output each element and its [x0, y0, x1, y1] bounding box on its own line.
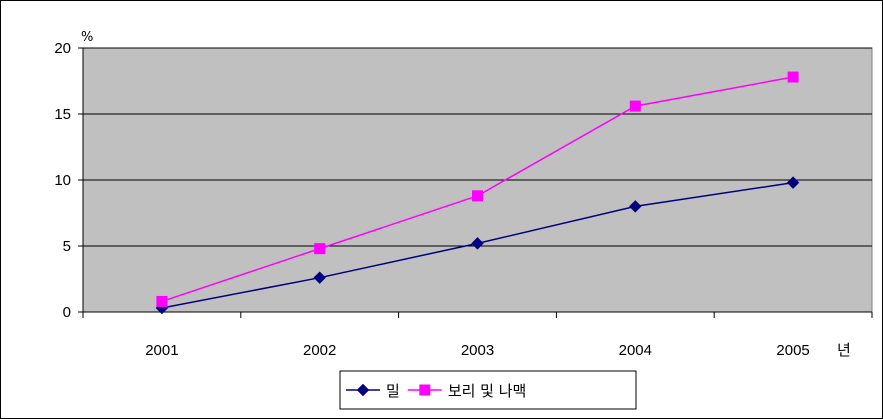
series-layer [155, 71, 800, 315]
legend-box [339, 370, 637, 410]
legend-label: 밀 [386, 382, 400, 400]
legend-diamond-marker [356, 383, 370, 397]
x-tick-label: 2002 [303, 342, 336, 359]
x-tick-label: 2001 [145, 342, 178, 359]
x-axis-ticks: 2001 2002 2003 2004 2005 [82, 312, 873, 359]
x-tick-label: 2005 [776, 342, 809, 359]
data-point-square [314, 243, 326, 255]
x-axis-unit-label: 년 [837, 342, 851, 359]
legend-item: 보리 및 나맥 [407, 382, 527, 400]
data-point-square [156, 295, 168, 307]
legend: 밀 보리 및 나맥 [339, 370, 637, 410]
data-point-diamond [629, 200, 642, 213]
legend-label: 보리 및 나맥 [448, 382, 527, 400]
y-tick-label: 10 [54, 172, 71, 189]
data-point-square [472, 190, 483, 202]
series-2 [156, 71, 799, 307]
y-axis-unit-label: % [81, 30, 93, 45]
y-tick-label: 5 [63, 238, 71, 255]
y-tick-label: 0 [63, 304, 71, 321]
legend-square-marker [419, 384, 431, 396]
data-point-square [787, 71, 799, 83]
y-tick-label: 15 [54, 106, 71, 123]
y-tick-label: 20 [54, 40, 71, 57]
data-point-square [629, 100, 641, 112]
x-tick-label: 2004 [619, 342, 652, 359]
data-point-diamond [471, 237, 484, 250]
data-point-diamond [313, 271, 326, 284]
legend-item: 밀 [346, 382, 400, 400]
y-axis-ticks: 0 5 10 15 20 [54, 40, 83, 321]
data-point-diamond [786, 176, 800, 189]
x-tick-label: 2003 [461, 342, 494, 359]
